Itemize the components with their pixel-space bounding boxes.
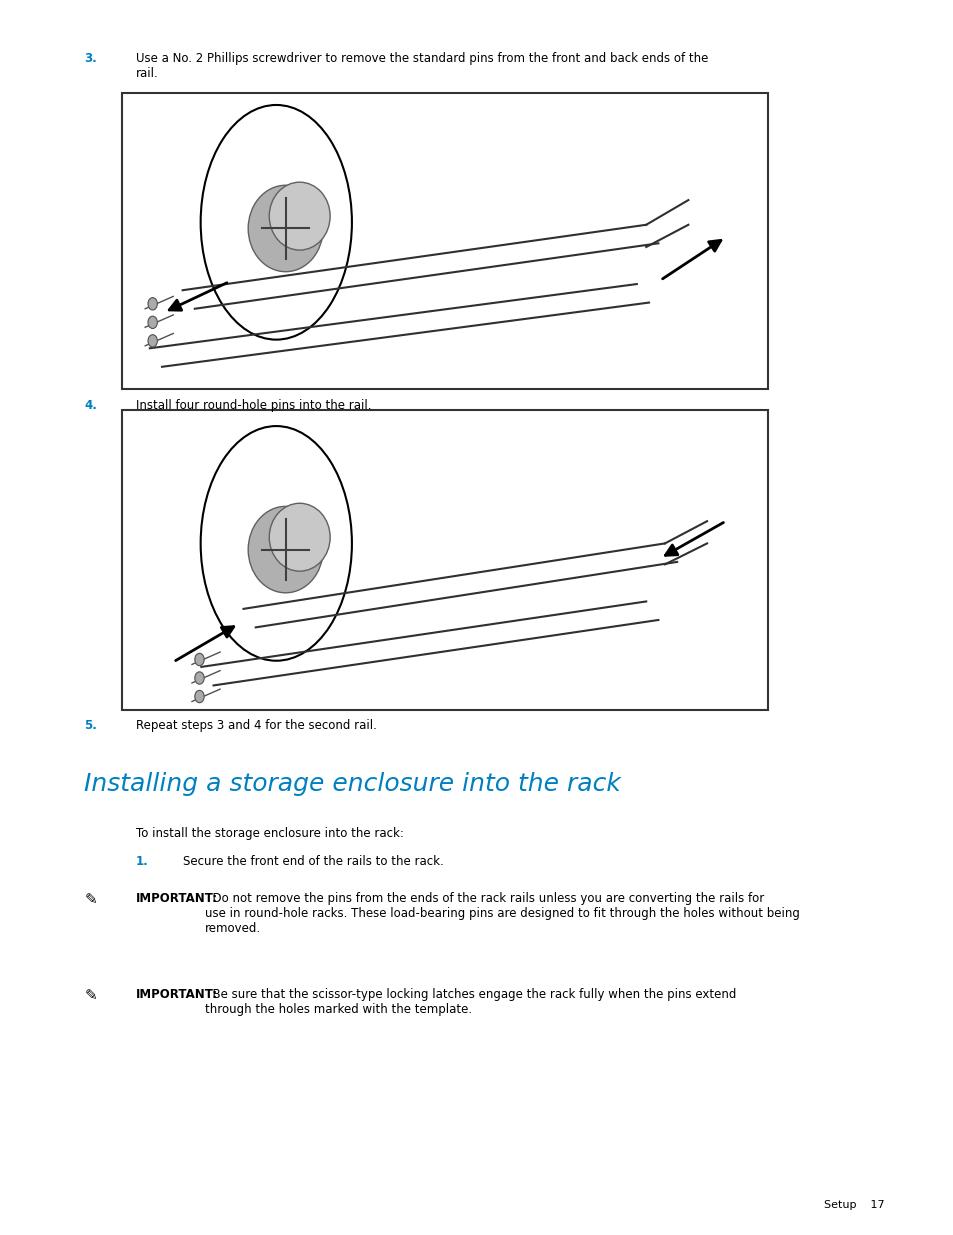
Text: Do not remove the pins from the ends of the rack rails unless you are converting: Do not remove the pins from the ends of … <box>205 892 800 935</box>
Text: Repeat steps 3 and 4 for the second rail.: Repeat steps 3 and 4 for the second rail… <box>135 719 376 732</box>
Circle shape <box>148 335 157 347</box>
Text: ✎: ✎ <box>84 892 97 906</box>
Circle shape <box>194 672 204 684</box>
Circle shape <box>194 653 204 666</box>
Text: 4.: 4. <box>84 399 97 412</box>
Text: Installing a storage enclosure into the rack: Installing a storage enclosure into the … <box>84 772 620 795</box>
Text: To install the storage enclosure into the rack:: To install the storage enclosure into th… <box>135 827 403 841</box>
Ellipse shape <box>269 504 330 571</box>
Ellipse shape <box>248 185 323 272</box>
Text: ✎: ✎ <box>84 988 97 1003</box>
Text: 3.: 3. <box>84 52 97 65</box>
FancyBboxPatch shape <box>122 93 767 389</box>
Text: Secure the front end of the rails to the rack.: Secure the front end of the rails to the… <box>182 855 443 868</box>
Ellipse shape <box>200 105 352 340</box>
Ellipse shape <box>248 506 323 593</box>
Ellipse shape <box>269 182 330 251</box>
Ellipse shape <box>200 426 352 661</box>
Text: Use a No. 2 Phillips screwdriver to remove the standard pins from the front and : Use a No. 2 Phillips screwdriver to remo… <box>135 52 707 80</box>
Text: 5.: 5. <box>84 719 97 732</box>
Text: 1.: 1. <box>135 855 149 868</box>
Circle shape <box>148 316 157 329</box>
Text: Be sure that the scissor-type locking latches engage the rack fully when the pin: Be sure that the scissor-type locking la… <box>205 988 736 1016</box>
Circle shape <box>194 690 204 703</box>
Text: IMPORTANT:: IMPORTANT: <box>135 892 217 905</box>
FancyBboxPatch shape <box>122 410 767 710</box>
Text: Install four round-hole pins into the rail.: Install four round-hole pins into the ra… <box>135 399 371 412</box>
Text: IMPORTANT:: IMPORTANT: <box>135 988 217 1002</box>
Circle shape <box>148 298 157 310</box>
Text: Setup    17: Setup 17 <box>823 1200 883 1210</box>
